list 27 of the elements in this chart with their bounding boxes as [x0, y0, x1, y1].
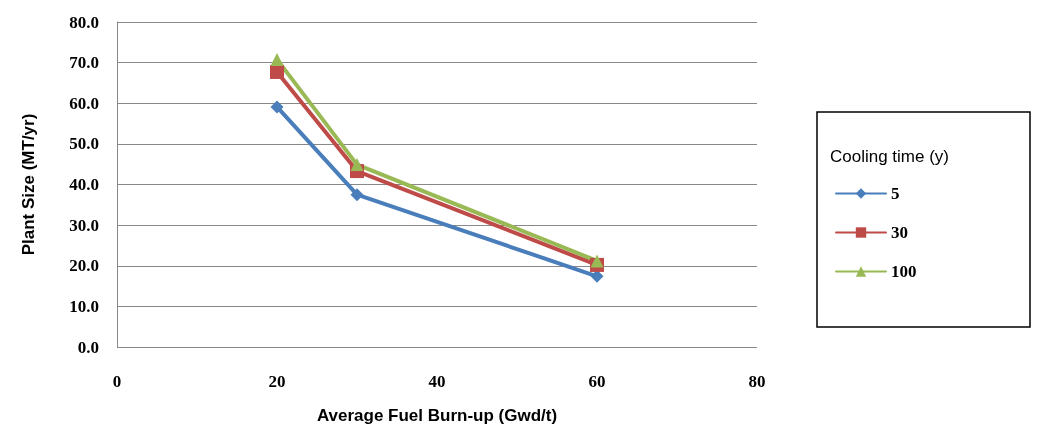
- y-tick-label: 40.0: [69, 175, 99, 194]
- legend-label: 5: [891, 184, 900, 203]
- point: [270, 64, 284, 79]
- y-tick-label: 50.0: [69, 134, 99, 154]
- x-axis-title: Average Fuel Burn-up (Gwd/t): [316, 406, 558, 425]
- y-tick-label: 70.0: [69, 53, 99, 73]
- y-tick-label: 60.0: [69, 93, 99, 113]
- point: [590, 269, 604, 283]
- point: [350, 158, 364, 172]
- y-tick-label: 30.0: [69, 215, 99, 235]
- y-axis-title: Plant Size (MT/yr): [19, 113, 38, 256]
- point: [350, 188, 364, 202]
- x-tick-label: 20: [268, 372, 286, 391]
- y-tick-label: 20.0: [69, 256, 99, 276]
- point: [270, 52, 284, 66]
- x-tick-label: 0: [112, 372, 122, 391]
- y-tick-label: 80.0: [69, 12, 99, 32]
- y-tick-label: 0.0: [77, 337, 99, 357]
- legend-title: Cooling time (y): [830, 147, 950, 166]
- legend-label: 30: [891, 223, 908, 242]
- legend-label: 100: [891, 262, 917, 281]
- point: [270, 100, 284, 114]
- x-tick-label: 80: [748, 372, 766, 391]
- x-tick-label: 60: [588, 372, 606, 391]
- point: [590, 254, 604, 268]
- x-tick-label: 40: [428, 372, 446, 391]
- y-tick-label: 10.0: [69, 296, 99, 316]
